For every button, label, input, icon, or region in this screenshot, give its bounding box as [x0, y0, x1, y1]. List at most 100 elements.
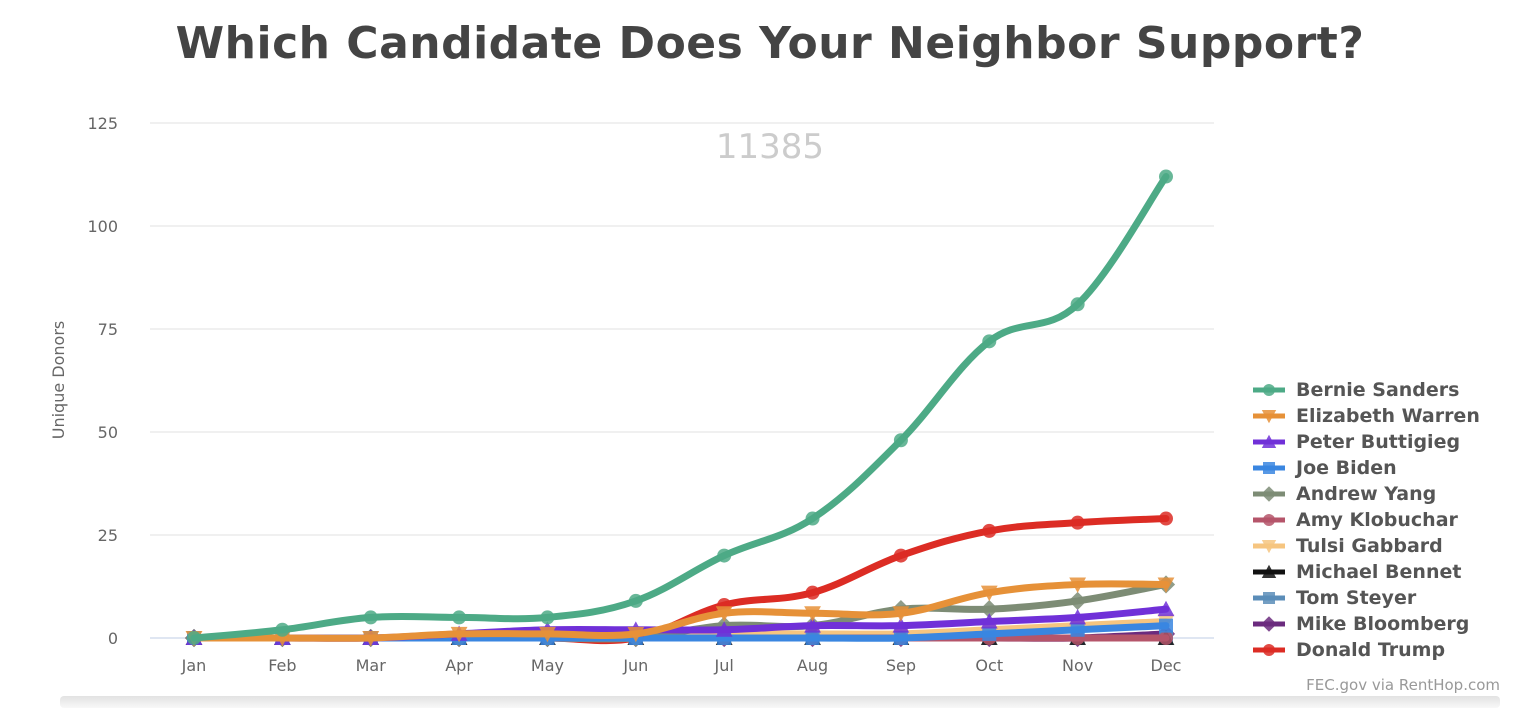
legend-symbol-icon	[1253, 410, 1285, 424]
y-axis-ticks: 0 25 50 75 100 125	[87, 114, 118, 648]
data-point[interactable]	[980, 585, 998, 602]
x-tick-label: Oct	[975, 656, 1003, 675]
legend-symbol-icon	[1253, 514, 1285, 526]
x-tick-label: Apr	[445, 656, 473, 675]
x-axis-ticks: Jan Feb Mar Apr May Jun Jul Aug Sep Oct Nov Dec	[181, 656, 1182, 675]
legend-item[interactable]: Amy Klobuchar	[1252, 507, 1480, 533]
data-point[interactable]	[628, 593, 643, 608]
legend-label: Tom Steyer	[1296, 587, 1417, 609]
series-line	[190, 580, 1170, 642]
x-tick-label: Feb	[268, 656, 296, 675]
data-point[interactable]	[893, 631, 908, 645]
data-point[interactable]	[1157, 577, 1175, 593]
data-point[interactable]	[804, 606, 821, 622]
legend-item[interactable]: Elizabeth Warren	[1252, 403, 1480, 429]
legend-item[interactable]: Bernie Sanders	[1252, 377, 1480, 403]
legend-symbol-icon	[1253, 564, 1285, 578]
data-point[interactable]	[892, 617, 910, 633]
grid-lines	[150, 122, 1214, 639]
data-point[interactable]	[362, 631, 380, 647]
series-group	[184, 169, 1176, 648]
data-point[interactable]	[1159, 511, 1173, 526]
data-point[interactable]	[539, 626, 556, 643]
legend-item[interactable]: Mike Bloomberg	[1252, 611, 1480, 637]
legend-symbol-icon	[1253, 384, 1285, 396]
data-point[interactable]	[805, 631, 820, 645]
legend-label: Joe Biden	[1296, 457, 1397, 479]
data-point[interactable]	[717, 548, 732, 563]
series-elizabeth-warren[interactable]	[185, 577, 1175, 647]
y-tick-label: 0	[108, 629, 118, 648]
legend-label: Amy Klobuchar	[1296, 509, 1458, 531]
data-point[interactable]	[893, 548, 908, 563]
data-point[interactable]	[1069, 577, 1087, 593]
data-point[interactable]	[715, 621, 733, 637]
data-point[interactable]	[805, 511, 820, 526]
legend-item[interactable]: Joe Biden	[1252, 455, 1480, 481]
y-tick-label: 25	[98, 526, 118, 545]
legend-label: Mike Bloomberg	[1296, 613, 1470, 635]
legend-label: Peter Buttigieg	[1296, 431, 1461, 453]
chart-title: Which Candidate Does Your Neighbor Suppo…	[175, 18, 1365, 69]
series-line	[190, 173, 1170, 642]
data-point[interactable]	[1159, 631, 1173, 645]
data-point[interactable]	[982, 626, 997, 641]
data-point[interactable]	[805, 585, 820, 600]
data-point[interactable]	[980, 613, 998, 629]
data-point[interactable]	[363, 610, 378, 625]
data-point[interactable]	[982, 523, 997, 538]
data-point[interactable]	[892, 606, 910, 622]
y-tick-label: 125	[87, 114, 118, 133]
data-point[interactable]	[893, 433, 908, 448]
data-point[interactable]	[1070, 622, 1085, 637]
legend-label: Elizabeth Warren	[1296, 405, 1480, 427]
data-point[interactable]	[1069, 609, 1087, 625]
x-tick-label: Sep	[886, 656, 916, 675]
data-point[interactable]	[187, 631, 201, 645]
legend-item[interactable]: Tom Steyer	[1252, 585, 1480, 611]
watermark-count: 11385	[716, 127, 824, 167]
legend-symbol-icon	[1253, 486, 1285, 502]
data-point[interactable]	[275, 622, 290, 637]
data-point[interactable]	[715, 606, 733, 622]
data-point[interactable]	[1157, 600, 1175, 617]
data-point[interactable]	[1159, 618, 1173, 633]
legend-item[interactable]: Andrew Yang	[1252, 481, 1480, 507]
legend-symbol-icon	[1253, 616, 1285, 632]
data-point[interactable]	[1070, 297, 1085, 312]
x-tick-label: Jun	[622, 656, 648, 675]
legend-label: Andrew Yang	[1296, 483, 1437, 505]
x-tick-label: Dec	[1151, 656, 1182, 675]
legend-label: Michael Bennet	[1296, 561, 1462, 583]
data-point[interactable]	[452, 610, 467, 625]
x-tick-label: Nov	[1062, 656, 1093, 675]
data-point[interactable]	[627, 626, 645, 643]
y-tick-label: 100	[87, 217, 118, 236]
legend-symbol-icon	[1253, 540, 1285, 554]
legend-symbol-icon	[1253, 592, 1285, 604]
legend-item[interactable]: Donald Trump	[1252, 637, 1480, 663]
x-tick-label: Jul	[714, 656, 734, 675]
data-point[interactable]	[982, 334, 997, 349]
data-point[interactable]	[1159, 169, 1173, 184]
y-axis-title: Unique Donors	[49, 321, 68, 439]
series-bernie-sanders[interactable]	[187, 169, 1173, 645]
data-point[interactable]	[1068, 591, 1087, 611]
data-point[interactable]	[540, 610, 555, 625]
legend-label: Tulsi Gabbard	[1296, 535, 1443, 557]
legend-label: Donald Trump	[1296, 639, 1446, 661]
data-point[interactable]	[1070, 515, 1085, 530]
x-tick-label: May	[531, 656, 564, 675]
legend: Bernie Sanders Elizabeth Warren Peter Butt…	[1252, 377, 1480, 663]
data-point[interactable]	[450, 626, 468, 643]
x-tick-label: Jan	[181, 656, 207, 675]
x-tick-label: Aug	[797, 656, 828, 675]
data-point[interactable]	[804, 617, 821, 633]
credits-link[interactable]: FEC.gov via RentHop.com	[1306, 676, 1500, 694]
legend-item[interactable]: Michael Bennet	[1252, 559, 1480, 585]
legend-item[interactable]: Tulsi Gabbard	[1252, 533, 1480, 559]
data-point[interactable]	[980, 600, 999, 619]
y-tick-label: 75	[98, 320, 118, 339]
legend-item[interactable]: Peter Buttigieg	[1252, 429, 1480, 455]
